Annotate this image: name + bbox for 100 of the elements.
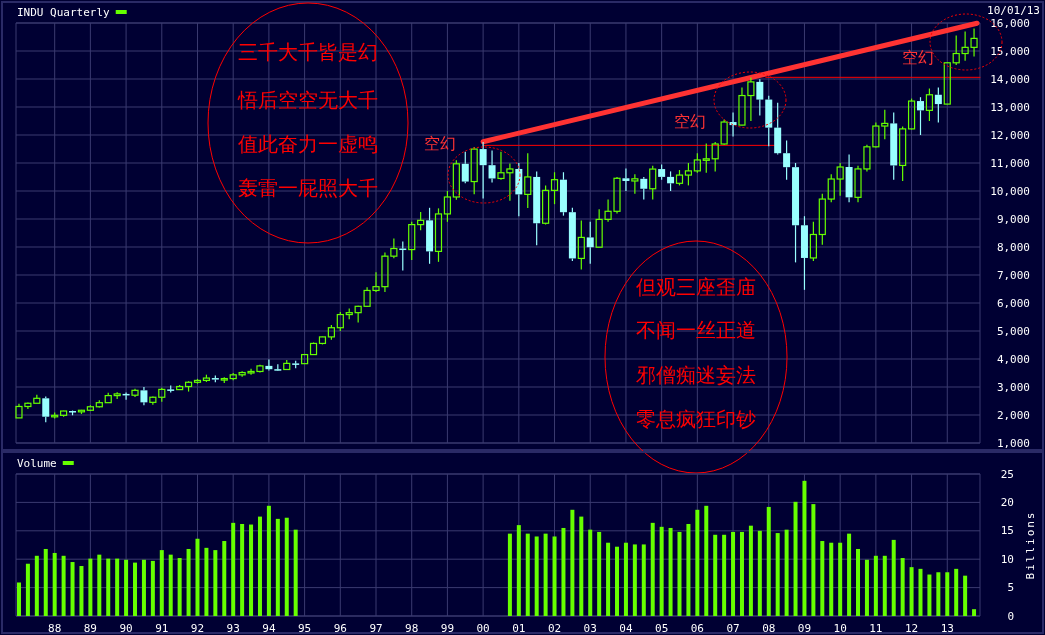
chart-title: INDU Quarterly [17, 5, 111, 19]
annotation: 空幻 [424, 133, 456, 153]
annotation: 三千大千皆是幻 [238, 40, 378, 64]
bar [25, 563, 30, 616]
x-tick-label: 04 [619, 621, 633, 635]
annotation: 但观三座歪庙 [636, 275, 756, 299]
chart-title: Volume [17, 456, 57, 470]
bar [124, 559, 129, 616]
bar [70, 562, 75, 616]
bar [873, 555, 878, 616]
bar [284, 517, 289, 616]
bar [606, 542, 611, 616]
bar [900, 558, 905, 616]
y-tick-label: 3,000 [996, 380, 1030, 394]
bar [150, 560, 155, 616]
y-tick-label: 7,000 [996, 268, 1030, 282]
bar [641, 544, 646, 616]
x-tick-label: 97 [369, 621, 383, 635]
bar [204, 547, 209, 616]
bar [257, 516, 262, 616]
y-tick-label: 11,000 [990, 156, 1030, 170]
y-tick-label: 16,000 [990, 16, 1030, 30]
bar [623, 542, 628, 616]
bar [588, 529, 593, 616]
bar [784, 529, 789, 616]
x-tick-label: 99 [440, 621, 455, 635]
x-tick-label: 95 [297, 621, 312, 635]
x-tick-label: 96 [333, 621, 347, 635]
bar [864, 559, 869, 616]
x-tick-label: 11 [869, 621, 883, 635]
bar [954, 568, 959, 616]
bar [177, 558, 182, 616]
bar [766, 506, 771, 616]
y-tick-label: 14,000 [990, 72, 1030, 86]
y-tick-label: 8,000 [996, 240, 1030, 254]
bar [820, 541, 825, 616]
bar [615, 546, 620, 616]
bar [240, 523, 245, 616]
y-tick-label: 2,000 [996, 408, 1030, 422]
bar [507, 533, 512, 616]
bar [552, 536, 557, 616]
bar [909, 567, 914, 616]
bar [293, 529, 298, 616]
bar [222, 541, 227, 616]
bar [159, 550, 164, 616]
annotation: 空幻 [902, 47, 934, 67]
bar [713, 534, 718, 616]
x-tick-label: 93 [226, 621, 240, 635]
bar [739, 531, 744, 616]
bar [516, 525, 521, 616]
y-tick-label: 9,000 [996, 212, 1030, 226]
y-tick-label: 20 [1000, 495, 1014, 509]
x-tick-label: 08 [762, 621, 776, 635]
bar [811, 504, 816, 616]
bar [34, 555, 39, 616]
bar [534, 536, 539, 616]
x-tick-label: 90 [119, 621, 133, 635]
bar [195, 538, 200, 616]
bar [677, 531, 682, 616]
annotation: 轰雷一屁照大千 [238, 176, 378, 200]
bar [686, 523, 691, 616]
bar [927, 574, 932, 616]
bar [936, 572, 941, 616]
x-tick-label: 92 [190, 621, 205, 635]
bar [570, 509, 575, 616]
bar [141, 559, 146, 616]
bar [891, 539, 896, 616]
bar [945, 572, 950, 616]
y-tick-label: 25 [1000, 467, 1014, 481]
bar [249, 524, 254, 616]
bar [829, 542, 834, 616]
y-tick-label: 6,000 [996, 296, 1030, 310]
y-tick-label: 10,000 [990, 184, 1030, 198]
y-tick-label: 1,000 [996, 436, 1030, 450]
bar [668, 527, 673, 616]
y-tick-label: 13,000 [990, 100, 1030, 114]
x-tick-label: 91 [155, 621, 169, 635]
bar [882, 555, 887, 616]
bar [847, 533, 852, 616]
bar [722, 534, 727, 616]
bar [61, 555, 66, 616]
x-tick-label: 94 [262, 621, 276, 635]
bar [543, 533, 548, 616]
bar [963, 575, 968, 616]
annotation: 值此奋力一虚鸣 [238, 132, 378, 156]
bar [133, 562, 138, 616]
bar [186, 548, 191, 616]
bar [775, 533, 780, 616]
x-tick-label: 88 [48, 621, 62, 635]
annotation: 邪僧痴迷妄法 [636, 363, 756, 387]
annotation: 悟后空空无大千 [237, 88, 378, 112]
bar [106, 558, 111, 616]
bar [88, 558, 93, 616]
text: 10/01/13 [987, 3, 1040, 17]
bar [79, 566, 84, 616]
bar [266, 505, 271, 616]
annotation: 空幻 [674, 111, 706, 131]
bar [802, 480, 807, 616]
x-tick-label: 07 [726, 621, 740, 635]
bar [525, 533, 530, 616]
